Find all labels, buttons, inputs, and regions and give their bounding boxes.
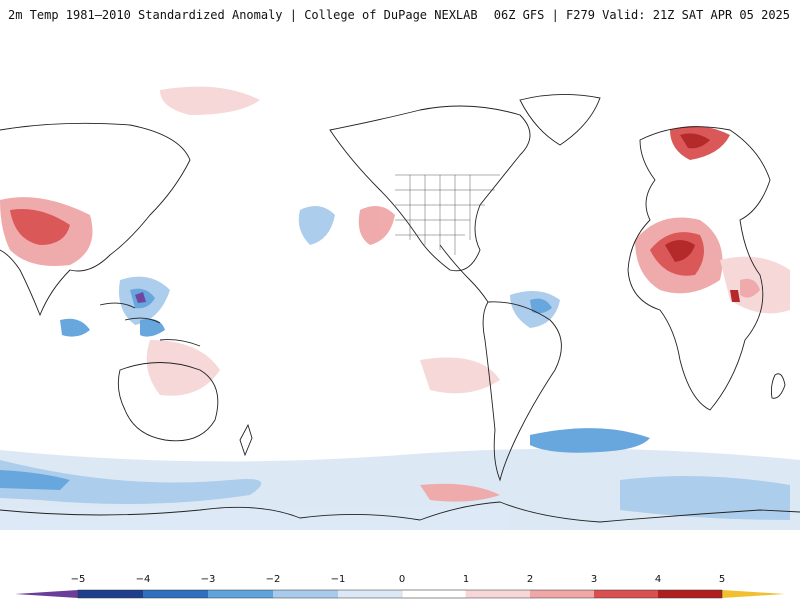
legend-segment: [208, 590, 273, 598]
legend-segment: [466, 590, 530, 598]
anomaly-map: [0, 40, 800, 560]
legend-tick: −3: [200, 574, 216, 585]
legend-tick: 4: [654, 574, 662, 585]
legend-segment: [530, 590, 594, 598]
coastlines: [0, 94, 800, 523]
legend-colorbar: [15, 589, 785, 599]
legend-segment: [143, 590, 208, 598]
legend-tick: 5: [718, 574, 726, 585]
model-run-info: 06Z GFS | F279 Valid: 21Z SAT APR 05 202…: [493, 8, 790, 22]
legend-segment: [401, 589, 467, 599]
political-boundaries: [395, 174, 500, 255]
legend-tick: −4: [135, 574, 151, 585]
legend-tick: −5: [70, 574, 86, 585]
map-title: 2m Temp 1981–2010 Standardized Anomaly |…: [8, 8, 478, 22]
legend-border: [77, 589, 723, 599]
legend-tick: 3: [590, 574, 598, 585]
legend-segment: [15, 590, 78, 598]
legend-segment: [273, 590, 338, 598]
legend-segment: [722, 590, 785, 598]
legend-tick: 0: [398, 574, 406, 585]
legend-tick: 1: [462, 574, 470, 585]
legend-tick: −2: [265, 574, 281, 585]
legend-segment: [658, 590, 722, 598]
legend-tick: 2: [526, 574, 534, 585]
legend-segment: [594, 590, 658, 598]
legend-segment: [338, 590, 402, 598]
legend-segment: [78, 590, 143, 598]
legend-tick: −1: [330, 574, 346, 585]
color-legend: −5 −4 −3 −2 −1 0 1 2 3 4 5: [0, 570, 800, 600]
map-header: 2m Temp 1981–2010 Standardized Anomaly |…: [0, 0, 800, 30]
